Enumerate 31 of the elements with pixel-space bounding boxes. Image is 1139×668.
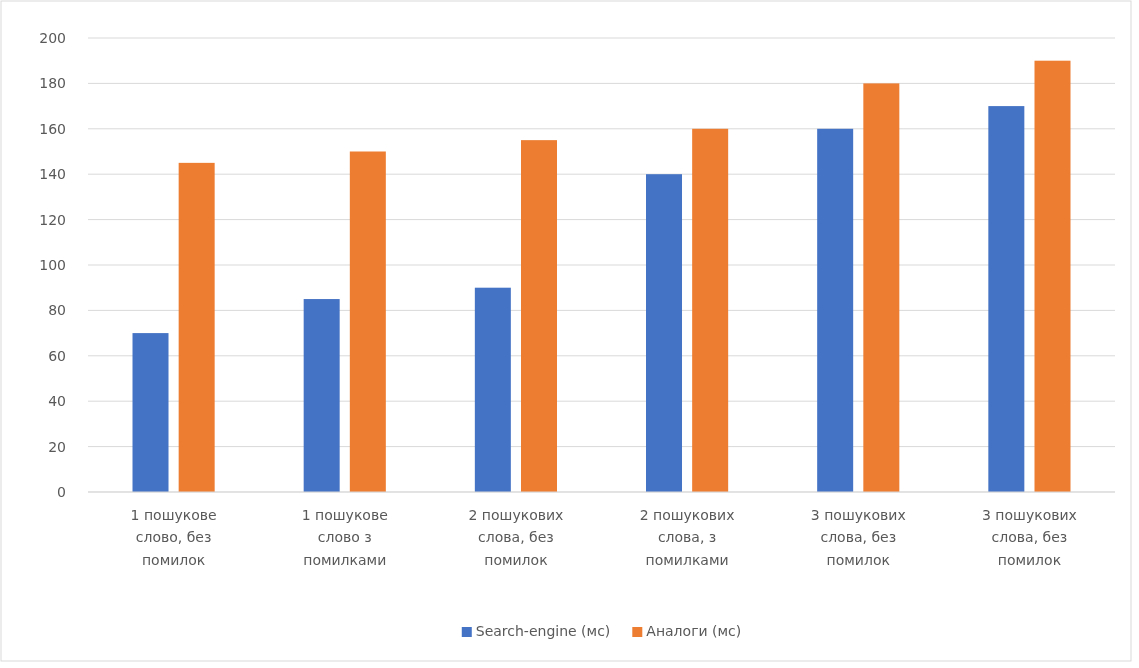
x-tick-label: 2 пошукових слова, без помилок (468, 507, 564, 568)
bar (692, 128, 729, 492)
y-tick-label: 100 (39, 256, 66, 273)
bar (646, 174, 682, 492)
bar (988, 106, 1025, 492)
legend-label: Search-engine (мс) (475, 623, 611, 639)
y-tick-label: 80 (48, 302, 66, 319)
x-tick-label: 3 пошукових слова, без помилок (810, 507, 906, 568)
bar (863, 83, 900, 492)
bar (1034, 60, 1071, 492)
y-tick-label: 40 (48, 393, 66, 410)
bar (303, 299, 340, 492)
x-tick-label: 1 пошукове слово, без помилок (130, 507, 217, 568)
y-tick-label: 160 (39, 120, 66, 137)
x-tick-label: 1 пошукове слово з помилками (301, 507, 388, 568)
bar (349, 151, 386, 492)
legend-label: Аналоги (мс) (646, 623, 742, 639)
y-tick-label: 60 (48, 347, 66, 364)
y-tick-label: 120 (39, 211, 66, 228)
y-tick-label: 200 (39, 29, 66, 46)
bar (178, 162, 215, 492)
bar (474, 287, 511, 492)
bar (817, 128, 854, 492)
bar (132, 333, 169, 492)
y-tick-label: 0 (57, 483, 66, 500)
bar (521, 140, 557, 492)
x-tick-label: 3 пошукових слова, без помилок (982, 507, 1077, 568)
x-tick-label: 2 пошукових слова, з помилками (639, 507, 735, 568)
y-tick-label: 20 (48, 438, 66, 455)
y-tick-label: 180 (39, 75, 66, 92)
y-tick-label: 140 (39, 166, 66, 183)
